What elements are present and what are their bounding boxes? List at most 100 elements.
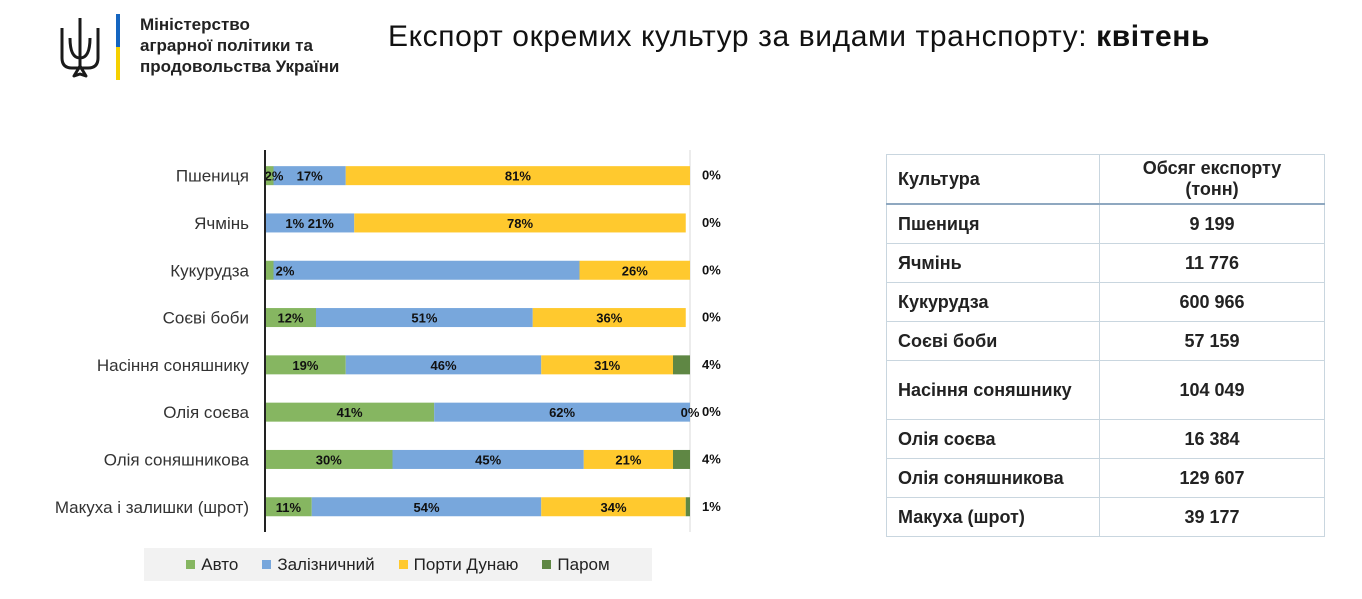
legend-item-ferry: Паром <box>542 554 610 575</box>
chart-legend: Авто Залізничний Порти Дунаю Паром <box>144 548 652 581</box>
bar-ferry <box>673 449 690 469</box>
table-row: Насіння соняшнику 104 049 <box>886 360 1325 420</box>
export-volume-table: Культура Обсяг експорту (тонн) Пшениця 9 1… <box>886 154 1325 537</box>
bar-danube <box>583 449 673 469</box>
data-label-rail: 54% <box>413 500 439 515</box>
trident-icon <box>60 18 100 78</box>
bar-danube <box>541 497 686 517</box>
crop-volume: 9 199 <box>1099 203 1325 244</box>
header-volume: Обсяг експорту (тонн) <box>1099 154 1325 205</box>
data-label-rail: 1% 21% <box>285 216 334 231</box>
data-label-danube: 31% <box>594 358 620 373</box>
data-label-danube: 36% <box>596 311 622 326</box>
ministry-line-1: Міністерство <box>140 15 250 34</box>
data-label-danube: 81% <box>505 169 531 184</box>
data-label-ferry: 0% <box>702 168 721 183</box>
crop-name: Ячмінь <box>886 243 1100 283</box>
data-label-auto: 12% <box>277 311 303 326</box>
crop-volume: 16 384 <box>1099 419 1325 459</box>
data-label-ferry: 0% <box>702 310 721 325</box>
legend-swatch-danube <box>398 560 408 569</box>
data-label-rail: 2% <box>276 263 295 278</box>
data-label-ferry: 0% <box>702 262 721 277</box>
legend-swatch-auto <box>186 560 196 569</box>
category-label: Соєві боби <box>163 309 249 328</box>
data-label-rail: 45% <box>475 452 501 467</box>
page-title: Експорт окремих культур за видами трансп… <box>388 20 1210 54</box>
bar-ferry <box>673 355 690 375</box>
crop-volume: 129 607 <box>1099 458 1325 498</box>
crop-volume: 104 049 <box>1099 360 1325 420</box>
table-row: Олія соняшникова 129 607 <box>886 458 1325 498</box>
bar-danube <box>541 355 673 375</box>
crop-volume: 11 776 <box>1099 243 1325 283</box>
crop-name: Макуха (шрот) <box>886 497 1100 537</box>
data-label-rail: 62% <box>549 405 575 420</box>
bar-rail <box>273 166 346 186</box>
data-label-ferry: 1% <box>702 499 721 514</box>
ministry-line-3: продовольства України <box>140 57 340 76</box>
bar-auto <box>265 497 312 517</box>
legend-label-auto: Авто <box>201 554 239 574</box>
bar-rail <box>316 308 533 328</box>
legend-label-ferry: Паром <box>557 554 610 574</box>
data-label-rail: 17% <box>297 169 323 184</box>
category-label: Олія соєва <box>163 403 249 422</box>
header-crop: Культура <box>886 154 1100 205</box>
legend-item-auto: Авто <box>186 555 238 575</box>
table-row: Олія соєва 16 384 <box>886 419 1325 459</box>
flag-bar <box>116 14 120 80</box>
data-label-auto: 11% <box>276 500 302 515</box>
data-label-danube: 34% <box>600 500 626 515</box>
ministry-name: Міністерство аграрної політики та продов… <box>140 14 339 77</box>
bar-rail <box>311 497 542 517</box>
table-header-row: Культура Обсяг експорту (тонн) <box>886 154 1325 205</box>
bar-danube <box>579 260 690 280</box>
legend-swatch-rail <box>262 560 272 569</box>
crop-name: Кукурудза <box>886 282 1100 322</box>
header-volume-line-2: (тонн) <box>1185 179 1239 199</box>
ministry-line-2: аграрної політики та <box>140 36 313 55</box>
table-row: Ячмінь 11 776 <box>886 243 1325 283</box>
bar-danube <box>532 308 686 328</box>
title-main: Експорт окремих культур за видами трансп… <box>388 20 1097 53</box>
legend-label-rail: Залізничний <box>277 554 375 574</box>
category-label: Кукурудза <box>170 261 249 280</box>
bar-rail <box>265 213 355 233</box>
data-label-rail: 46% <box>430 358 456 373</box>
data-label-auto-wheat: 2% <box>265 169 284 184</box>
crop-name: Олія соняшникова <box>886 458 1100 498</box>
data-label-danube: 26% <box>622 263 648 278</box>
data-label-auto: 30% <box>316 452 342 467</box>
ministry-logo: Міністерство аграрної політики та продов… <box>58 12 388 84</box>
data-label-danube: 21% <box>615 452 641 467</box>
legend-swatch-ferry <box>542 560 552 569</box>
bar-auto <box>265 260 274 280</box>
crop-name: Насіння соняшнику <box>886 360 1100 420</box>
table-row: Пшениця 9 199 <box>886 203 1325 244</box>
bar-auto <box>265 308 316 328</box>
category-label: Олія соняшникова <box>104 450 250 469</box>
category-label: Насіння соняшнику <box>97 356 250 375</box>
table-row: Соєві боби 57 159 <box>886 321 1325 361</box>
bar-ferry <box>685 497 690 517</box>
category-label: Макуха і залишки (шрот) <box>55 498 249 517</box>
crop-volume: 39 177 <box>1099 497 1325 537</box>
data-label-rail: 51% <box>411 311 437 326</box>
table-row: Кукурудза 600 966 <box>886 282 1325 322</box>
bar-rail <box>273 260 580 280</box>
data-label-ferry: 4% <box>702 451 721 466</box>
bar-auto <box>265 449 393 469</box>
bar-danube <box>354 213 686 233</box>
crop-volume: 57 159 <box>1099 321 1325 361</box>
data-label-auto: 19% <box>292 358 318 373</box>
data-label-danube: 78% <box>507 216 533 231</box>
data-label-danube: 0% <box>681 405 700 420</box>
category-label: Ячмінь <box>194 214 249 233</box>
header-volume-line-1: Обсяг експорту <box>1142 158 1282 178</box>
title-month: квітень <box>1096 20 1211 53</box>
bar-danube <box>345 166 690 186</box>
bar-auto <box>265 402 435 422</box>
crop-name: Пшениця <box>886 203 1100 244</box>
legend-item-rail: Залізничний <box>262 554 375 575</box>
